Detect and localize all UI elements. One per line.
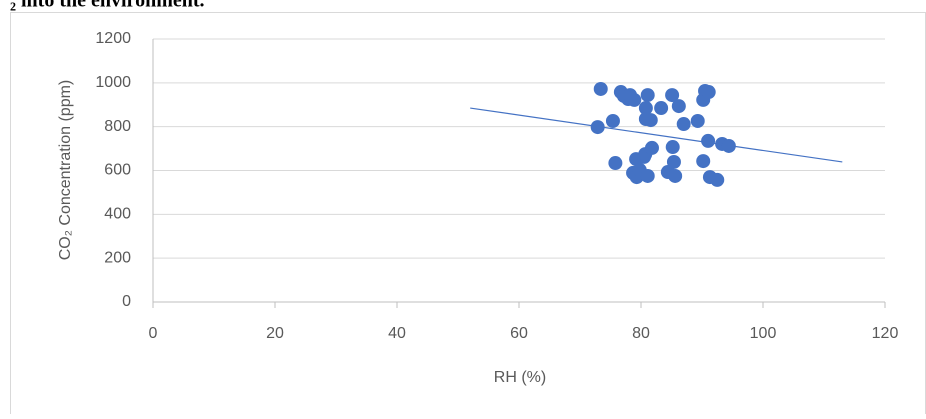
point (638, 101, 653, 116)
x-tick-label: 20 (266, 325, 284, 342)
point (671, 99, 686, 114)
point (665, 140, 680, 155)
point (668, 168, 683, 183)
page-text: ₂ into the environment. (10, 0, 205, 12)
trendline (470, 107, 843, 163)
point (640, 88, 655, 103)
x-tick-label: 60 (510, 325, 528, 342)
y-tick-label: 1200 (95, 30, 131, 47)
point (690, 113, 705, 128)
y-tick-label: 600 (104, 162, 131, 179)
point (701, 133, 716, 148)
point (643, 113, 658, 128)
y-tick-label: 200 (104, 249, 131, 266)
point (665, 88, 680, 103)
point (676, 117, 691, 132)
x-tick-label: 100 (750, 325, 777, 342)
point (654, 101, 669, 116)
point (640, 168, 655, 183)
point (627, 92, 642, 107)
x-axis-label: RH (%) (494, 369, 546, 386)
y-tick-label: 0 (122, 293, 131, 310)
x-tick-label: 40 (388, 325, 406, 342)
point (644, 140, 659, 155)
y-axis-label: CO₂ Concentration (ppm) (57, 80, 74, 261)
point (666, 154, 681, 169)
point (701, 85, 716, 100)
point (593, 81, 608, 96)
x-tick-label: 0 (149, 325, 158, 342)
point (608, 156, 623, 171)
chart-border (10, 12, 926, 419)
point (605, 113, 620, 128)
y-tick-label: 800 (104, 118, 131, 135)
x-tick-label: 80 (632, 325, 650, 342)
point (696, 154, 711, 169)
y-tick-label: 1000 (95, 74, 131, 91)
y-tick-label: 400 (104, 206, 131, 223)
x-tick-label: 120 (872, 325, 899, 342)
point (710, 172, 725, 187)
